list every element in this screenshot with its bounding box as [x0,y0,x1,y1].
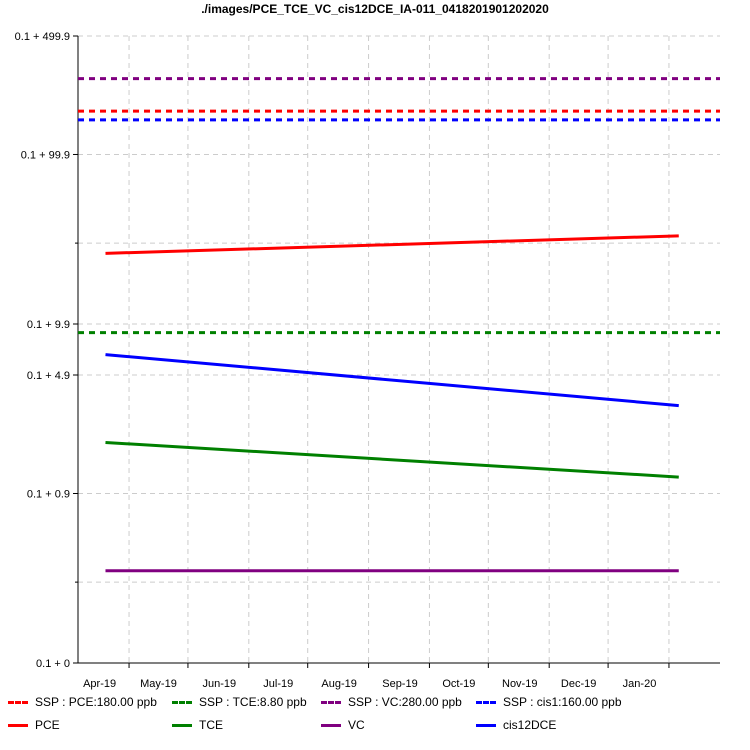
legend-label: PCE [35,718,60,732]
axes [73,35,720,668]
y-tick-label: 0.1 + 0.9 [27,488,70,500]
x-tick-label: Sep-19 [382,678,417,690]
chart-title: ./images/PCE_TCE_VC_cis12DCE_IA-011_0418… [201,2,549,16]
x-tick-labels: Apr-19 May-19 Jun-19 Jul-19 Aug-19 Sep-19 Oct-… [83,678,656,690]
series-line-cis12dce [105,353,679,408]
legend-label: SSP : cis1:160.00 ppb [503,695,622,709]
legend-swatch [476,724,496,727]
legend-swatch [172,701,192,704]
x-tick-label: Jan-20 [623,678,657,690]
grid [78,35,720,663]
legend-swatch [321,701,341,704]
series-line-tce [105,440,679,479]
legend-item: TCE [172,718,342,734]
legend-item: VC [321,718,491,734]
series-line-pce [105,234,679,255]
x-tick-label: Nov-19 [502,678,537,690]
x-tick-label: Oct-19 [442,678,475,690]
legend-item: SSP : cis1:160.00 ppb [476,695,646,711]
legend-swatch [476,701,496,704]
legend-item: cis12DCE [476,718,646,734]
y-tick-labels: 0.1 + 0 0.1 + 0.9 0.1 + 4.9 0.1 + 9.9 0.1 + … [15,31,70,670]
legend-label: SSP : PCE:180.00 ppb [35,695,157,709]
x-tick-label: Jun-19 [203,678,237,690]
line-chart: 0.1 + 0 0.1 + 0.9 0.1 + 4.9 0.1 + 9.9 0.1 + … [15,31,720,690]
x-tick-label: Jul-19 [263,678,293,690]
legend-item: SSP : VC:280.00 ppb [321,695,491,711]
legend-swatch [172,724,192,727]
legend-swatch [8,701,28,704]
x-tick-label: Apr-19 [83,678,116,690]
series [78,77,720,573]
legend-item: PCE [8,718,178,734]
legend-swatch [321,724,341,727]
x-tick-label: Dec-19 [561,678,596,690]
y-tick-label: 0.1 + 9.9 [27,319,70,331]
y-tick-label: 0.1 + 0 [36,658,70,670]
legend-swatch [8,724,28,727]
legend-label: TCE [199,718,223,732]
y-tick-label: 0.1 + 4.9 [27,370,70,382]
legend-label: SSP : VC:280.00 ppb [348,695,462,709]
legend-item: SSP : TCE:8.80 ppb [172,695,342,711]
legend-label: VC [348,718,365,732]
x-tick-label: Aug-19 [321,678,356,690]
x-tick-label: May-19 [140,678,177,690]
legend-label: cis12DCE [503,718,557,732]
y-tick-label: 0.1 + 99.9 [21,149,70,161]
legend-label: SSP : TCE:8.80 ppb [199,695,307,709]
legend-item: SSP : PCE:180.00 ppb [8,695,178,711]
y-tick-label: 0.1 + 499.9 [15,31,70,43]
